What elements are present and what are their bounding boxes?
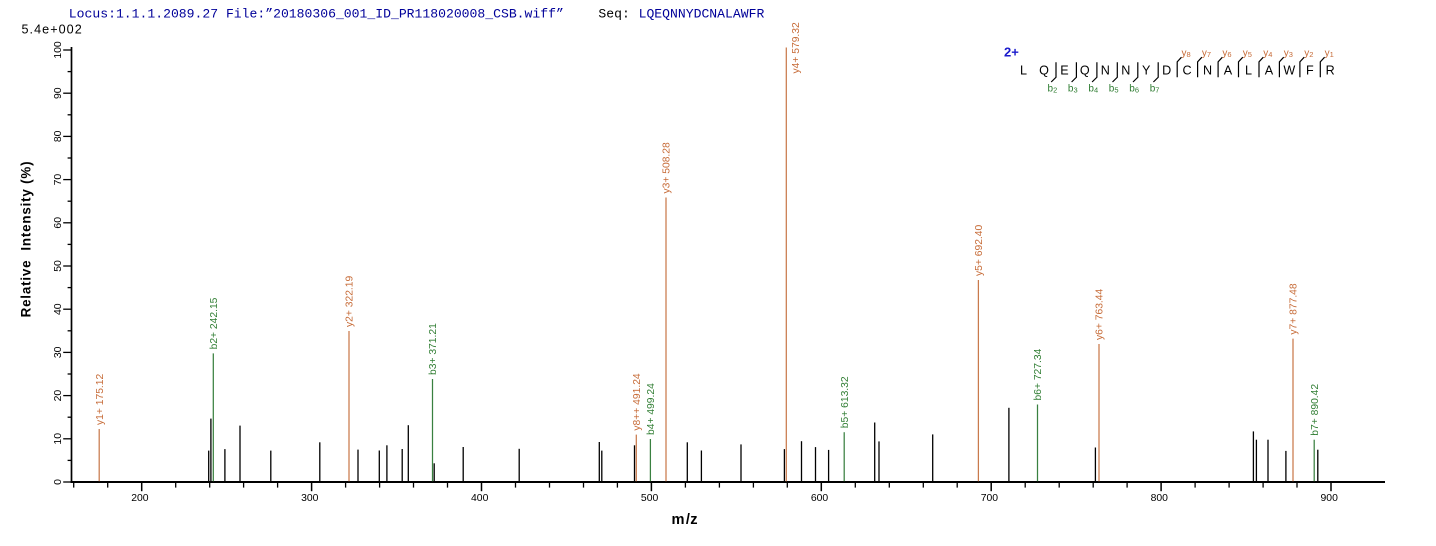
svg-text:W: W <box>1283 64 1295 78</box>
svg-text:E: E <box>1060 64 1068 78</box>
svg-text:70: 70 <box>53 174 64 186</box>
svg-text:y5: y5 <box>1243 48 1252 59</box>
svg-text:30: 30 <box>53 346 64 358</box>
svg-text:y3+ 508.28: y3+ 508.28 <box>662 142 673 194</box>
svg-text:b4: b4 <box>1088 83 1098 94</box>
svg-text:200: 200 <box>131 493 149 504</box>
svg-text:y6: y6 <box>1222 48 1231 59</box>
svg-text:L: L <box>1020 64 1027 78</box>
svg-text:Seq:: Seq: <box>598 6 629 21</box>
svg-text:50: 50 <box>53 260 64 272</box>
svg-text:90: 90 <box>53 87 64 99</box>
svg-text:b3: b3 <box>1068 83 1078 94</box>
svg-text:b7: b7 <box>1150 83 1160 94</box>
svg-text:R: R <box>1326 64 1335 78</box>
svg-text:2+: 2+ <box>1004 44 1019 59</box>
svg-text:500: 500 <box>641 493 659 504</box>
svg-text:y3: y3 <box>1284 48 1293 59</box>
svg-text:y8++ 491.24: y8++ 491.24 <box>632 373 643 431</box>
svg-text:40: 40 <box>53 303 64 315</box>
svg-text:5.4e+002: 5.4e+002 <box>22 22 83 36</box>
svg-text:A: A <box>1224 64 1233 78</box>
svg-text:b3+ 371.21: b3+ 371.21 <box>428 323 439 375</box>
svg-text:y2+ 322.19: y2+ 322.19 <box>345 275 356 327</box>
svg-text:y2: y2 <box>1304 48 1313 59</box>
svg-text:0: 0 <box>53 479 64 485</box>
svg-text:F: F <box>1306 64 1314 78</box>
svg-text:b4+ 499.24: b4+ 499.24 <box>646 383 657 435</box>
svg-text:D: D <box>1162 64 1171 78</box>
svg-text:Locus:1.1.1.2089.27 File:”2018: Locus:1.1.1.2089.27 File:”20180306_001_I… <box>69 6 564 21</box>
svg-text:b5: b5 <box>1109 83 1119 94</box>
svg-text:y1: y1 <box>1325 48 1334 59</box>
svg-text:LQEQNNYDCNALAWFR: LQEQNNYDCNALAWFR <box>639 6 765 21</box>
svg-text:y4: y4 <box>1263 48 1272 59</box>
svg-text:y6+ 763.44: y6+ 763.44 <box>1095 288 1106 340</box>
svg-text:600: 600 <box>811 493 829 504</box>
svg-text:b6: b6 <box>1129 83 1139 94</box>
svg-text:N: N <box>1203 64 1212 78</box>
svg-text:Relative Intensity (%): Relative Intensity (%) <box>19 161 34 318</box>
svg-text:N: N <box>1101 64 1110 78</box>
svg-text:b2+ 242.15: b2+ 242.15 <box>209 297 220 349</box>
svg-text:100: 100 <box>53 41 64 59</box>
svg-text:60: 60 <box>53 217 64 229</box>
svg-text:b2: b2 <box>1048 83 1058 94</box>
svg-text:Y: Y <box>1142 64 1151 78</box>
svg-text:y7+ 877.48: y7+ 877.48 <box>1289 283 1300 335</box>
svg-text:80: 80 <box>53 130 64 142</box>
svg-text:700: 700 <box>981 493 999 504</box>
svg-text:900: 900 <box>1321 493 1339 504</box>
svg-text:b7+ 890.42: b7+ 890.42 <box>1310 384 1321 436</box>
svg-text:y7: y7 <box>1202 48 1211 59</box>
svg-text:300: 300 <box>301 493 319 504</box>
svg-text:b6+ 727.34: b6+ 727.34 <box>1033 348 1044 400</box>
svg-text:y1+ 175.12: y1+ 175.12 <box>95 373 106 425</box>
svg-text:Q: Q <box>1039 64 1049 78</box>
svg-text:C: C <box>1183 64 1192 78</box>
svg-text:Q: Q <box>1080 64 1090 78</box>
svg-text:400: 400 <box>471 493 489 504</box>
svg-text:y5+ 692.40: y5+ 692.40 <box>974 224 985 276</box>
svg-text:10: 10 <box>53 433 64 445</box>
svg-text:L: L <box>1245 64 1252 78</box>
svg-text:y8: y8 <box>1182 48 1191 59</box>
svg-text:800: 800 <box>1151 493 1169 504</box>
svg-text:20: 20 <box>53 390 64 402</box>
svg-text:y4+ 579.32: y4+ 579.32 <box>791 22 802 74</box>
svg-text:N: N <box>1121 64 1130 78</box>
svg-text:A: A <box>1265 64 1274 78</box>
svg-text:b5+ 613.32: b5+ 613.32 <box>840 376 851 428</box>
